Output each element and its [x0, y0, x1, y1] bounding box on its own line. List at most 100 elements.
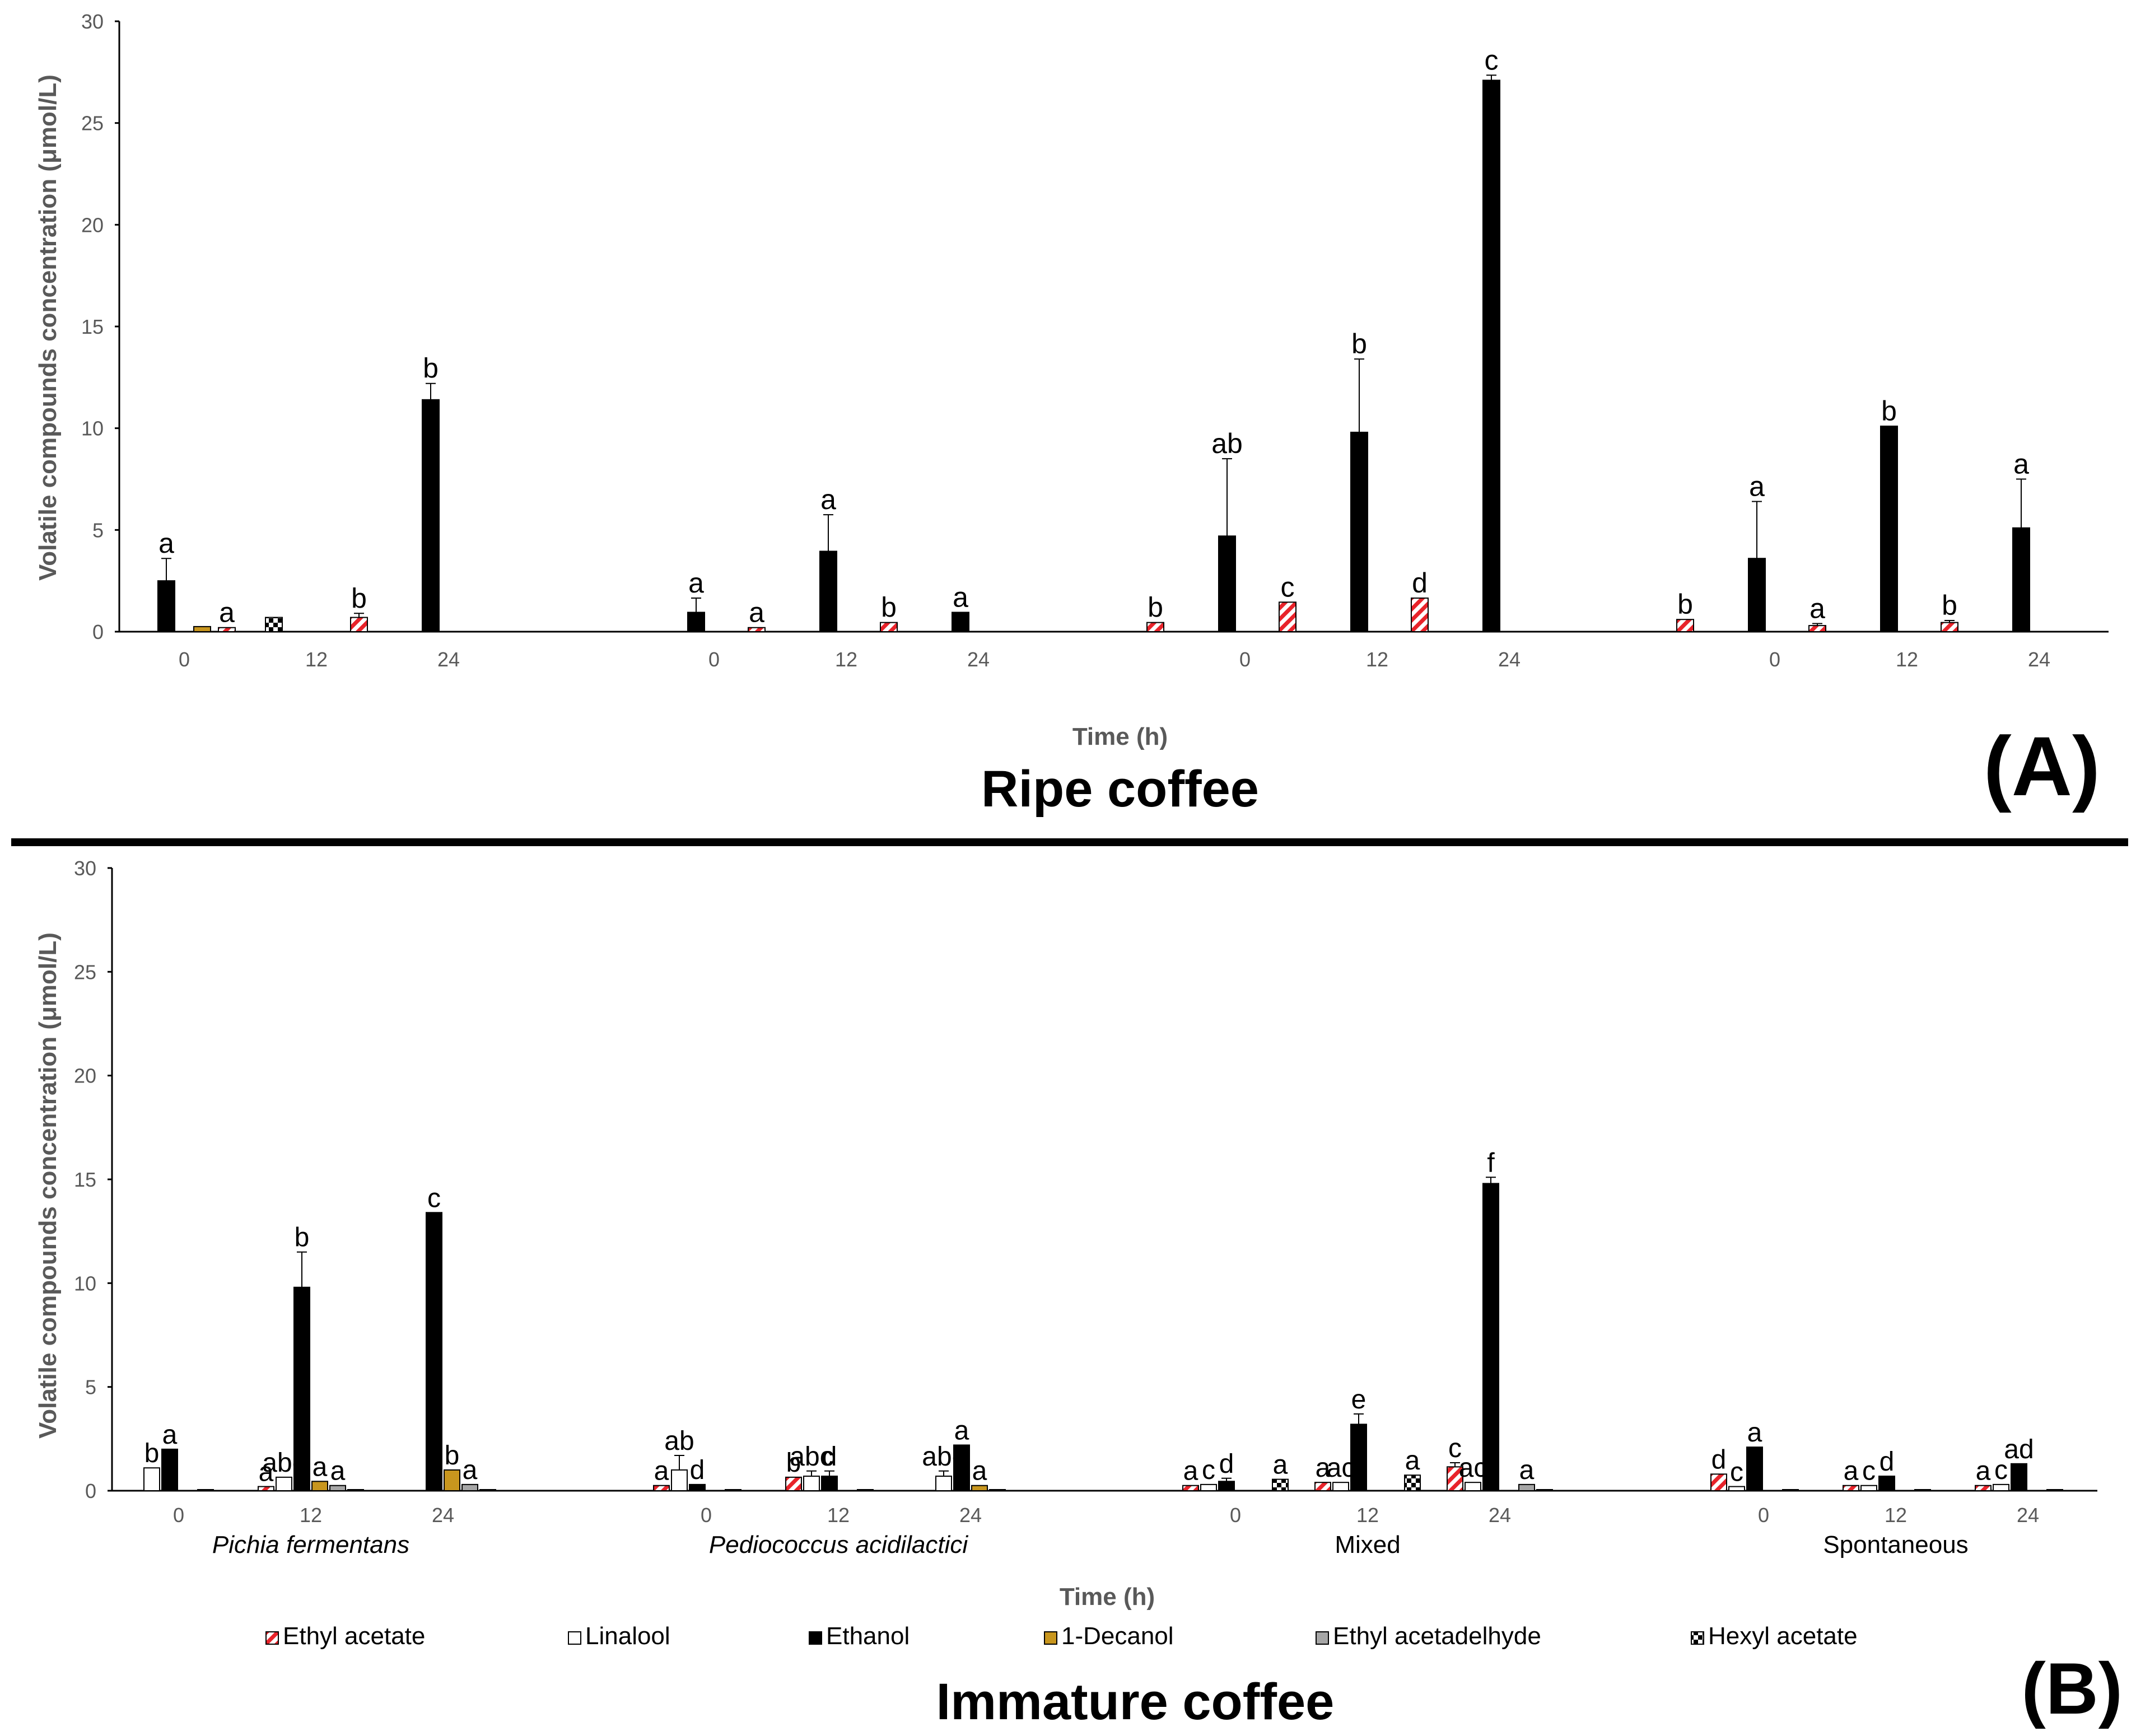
bar-hexyl-acetate: [265, 617, 283, 632]
significance-letter: c: [1994, 1455, 2008, 1485]
x-tick-label: 24: [437, 648, 460, 671]
legend: Ethyl acetate Linalool Ethanol 1-Decanol Eth…: [265, 1622, 1858, 1650]
significance-letter: a: [688, 567, 704, 599]
bar-linalool: [1993, 1483, 2009, 1491]
significance-letter: abc: [790, 1442, 833, 1472]
bar-ethyl-acetate: [1146, 622, 1164, 633]
x-tick-label: 24: [1498, 648, 1521, 671]
bar-ethyl-acetate: [653, 1485, 670, 1492]
significance-letter: a: [162, 1420, 178, 1450]
bar-ethyl-acetadelhyde: [2046, 1489, 2063, 1491]
bar-linalool: [1465, 1482, 1481, 1492]
x-tick-label: 24: [2017, 1504, 2039, 1527]
x-tick-label: 0: [179, 648, 190, 671]
bar-ethanol: [1482, 80, 1500, 633]
bar-ethyl-acetate: [1843, 1485, 1859, 1492]
bar-linalool: [803, 1476, 820, 1491]
bar-linalool: [671, 1469, 688, 1492]
x-tick-label: 24: [2028, 648, 2050, 671]
significance-letter: a: [972, 1457, 987, 1486]
bar-ethanol: [1746, 1446, 1763, 1491]
x-tick-label: 12: [1356, 1504, 1379, 1527]
bar-linalool: [1200, 1483, 1217, 1491]
significance-letter: d: [822, 1442, 837, 1472]
bar-ethyl-acetate: [1975, 1485, 1992, 1492]
significance-letter: b: [881, 592, 897, 623]
significance-letter: ac: [1327, 1453, 1355, 1483]
y-tick-label: 25: [74, 960, 96, 983]
bar-ethanol: [1748, 558, 1766, 633]
x-tick-label: 12: [1885, 1504, 1907, 1527]
legend-label: Ethyl acetate: [283, 1622, 425, 1650]
bar-ethanol: [687, 612, 705, 632]
significance-letter: a: [1809, 592, 1825, 624]
bar-ethyl-acetate: [1182, 1485, 1199, 1492]
y-tick-label: 5: [85, 1376, 96, 1399]
y-tick-label: 25: [81, 112, 104, 135]
significance-letter: ad: [2004, 1435, 2034, 1464]
panel-a-title: Ripe coffee: [981, 760, 1259, 818]
bar-ethanol: [952, 612, 969, 632]
legend-swatch-ethyl-acetadelhyde: [1316, 1631, 1329, 1645]
significance-letter: a: [1844, 1457, 1859, 1486]
bar-ethanol: [157, 580, 175, 632]
significance-letter: b: [1881, 395, 1897, 427]
bar-ethyl-acetadelhyde: [329, 1485, 346, 1492]
bar-ethanol: [1350, 431, 1368, 633]
legend-swatch-decanol: [1044, 1631, 1057, 1645]
bar-ethanol: [821, 1476, 838, 1491]
significance-letter: a: [1519, 1455, 1535, 1485]
bar-ethyl-acetadelhyde: [461, 1483, 478, 1491]
x-tick-label: 12: [827, 1504, 850, 1527]
bar-ethyl-acetate: [218, 627, 236, 632]
bar-ethyl-acetadelhyde: [1782, 1489, 1799, 1491]
significance-letter: a: [820, 484, 836, 515]
bar-ethyl-acetate: [748, 627, 766, 632]
significance-letter: b: [1677, 589, 1693, 620]
bar-ethyl-acetadelhyde: [989, 1489, 1006, 1491]
significance-letter: b: [445, 1441, 460, 1471]
bar-ethyl-acetate: [1411, 598, 1429, 633]
bar-ethyl-acetate: [350, 617, 368, 632]
x-tick-label: 24: [432, 1504, 454, 1527]
panel-a: Volatile compounds concentration (μmol/L…: [34, 10, 2109, 818]
significance-letter: a: [1273, 1450, 1288, 1480]
significance-letter: f: [1487, 1148, 1495, 1178]
bar-decanol: [193, 626, 211, 632]
significance-letter: a: [313, 1452, 328, 1482]
x-tick-label: 0: [1769, 648, 1780, 671]
legend-label: 1-Decanol: [1061, 1622, 1174, 1650]
x-tick-label: 12: [1366, 648, 1388, 671]
bar-linalool: [935, 1476, 952, 1491]
significance-letter: c: [1485, 44, 1499, 76]
bar-decanol: [311, 1481, 328, 1492]
bar-ethyl-acetadelhyde: [857, 1489, 874, 1491]
legend-label: Ethyl acetadelhyde: [1333, 1622, 1541, 1650]
significance-letter: d: [690, 1455, 705, 1485]
bar-ethanol: [293, 1286, 310, 1491]
significance-letter: ab: [664, 1426, 694, 1456]
x-tick-label: 0: [708, 648, 720, 671]
bar-ethyl-acetate: [1710, 1473, 1727, 1492]
panel-a-label: (A): [1984, 719, 2100, 813]
bar-ethanol: [953, 1444, 970, 1492]
y-tick-label: 0: [85, 1480, 96, 1502]
bar-ethyl-acetate: [1808, 625, 1826, 632]
legend-swatch-linalool: [568, 1631, 581, 1645]
x-tick-label: 0: [1230, 1504, 1241, 1527]
x-tick-label: 24: [1489, 1504, 1511, 1527]
significance-letter: a: [463, 1455, 478, 1485]
bar-ethyl-acetate: [880, 622, 898, 633]
bar-ethyl-acetadelhyde: [197, 1489, 214, 1491]
significance-letter: a: [749, 597, 764, 628]
y-tick-label: 0: [92, 620, 104, 643]
panel-b-ylabel: Volatile compounds concentration (μmol/L…: [34, 932, 62, 1439]
panel-a-ylabel: Volatile compounds concentration (μmol/L…: [34, 74, 62, 581]
significance-letter: b: [786, 1448, 801, 1478]
bar-hexyl-acetate: [1404, 1474, 1421, 1491]
significance-letter: a: [1749, 470, 1765, 502]
panel-b-xlabel: Time (h): [1060, 1583, 1155, 1611]
x-tick-label: 24: [967, 648, 990, 671]
x-tick-label: 12: [305, 648, 328, 671]
